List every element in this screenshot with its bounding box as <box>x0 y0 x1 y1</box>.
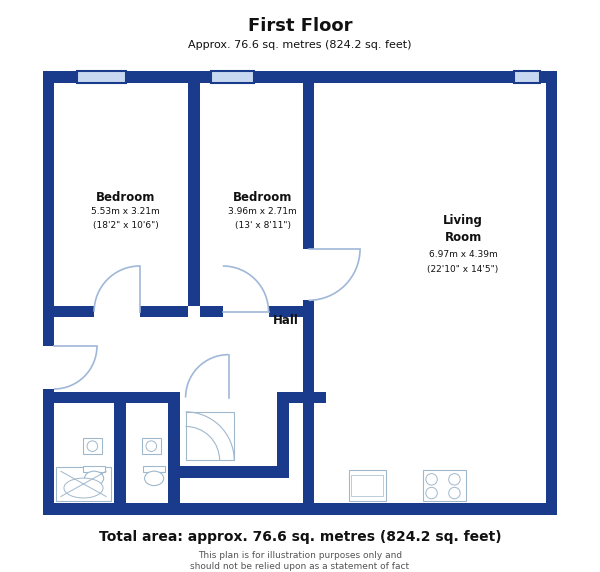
Circle shape <box>87 441 98 451</box>
Bar <box>349 470 386 501</box>
Ellipse shape <box>85 471 104 486</box>
Bar <box>303 72 314 306</box>
Bar <box>54 306 546 392</box>
Bar <box>352 475 383 496</box>
Bar <box>180 392 289 478</box>
Bar <box>326 392 546 503</box>
Text: Hall: Hall <box>273 314 299 327</box>
Bar <box>211 72 254 83</box>
Circle shape <box>146 441 157 451</box>
Text: Approx. 76.6 sq. metres (824.2 sq. feet): Approx. 76.6 sq. metres (824.2 sq. feet) <box>188 39 412 50</box>
Text: (22'10" x 14'5"): (22'10" x 14'5") <box>427 265 499 275</box>
Text: This plan is for illustration purposes only and: This plan is for illustration purposes o… <box>198 551 402 561</box>
Ellipse shape <box>64 478 103 498</box>
Bar <box>185 386 229 415</box>
Text: Bedroom: Bedroom <box>96 191 155 204</box>
Bar <box>143 466 165 472</box>
Text: (13' x 8'11"): (13' x 8'11") <box>235 221 291 231</box>
Text: Living: Living <box>443 214 483 227</box>
Bar <box>303 249 331 300</box>
Bar <box>169 466 289 478</box>
Bar <box>303 306 314 515</box>
Text: 6.97m x 4.39m: 6.97m x 4.39m <box>428 250 497 259</box>
Ellipse shape <box>145 471 164 486</box>
Bar <box>169 392 180 478</box>
Bar <box>303 363 314 392</box>
Bar <box>83 438 102 454</box>
Text: should not be relied upon as a statement of fact: should not be relied upon as a statement… <box>190 562 410 571</box>
Bar <box>54 306 94 317</box>
Bar <box>188 72 200 306</box>
Bar <box>269 306 303 317</box>
Bar <box>303 503 557 515</box>
Circle shape <box>449 474 460 485</box>
Bar <box>200 306 223 317</box>
Bar <box>546 72 557 515</box>
Bar <box>514 72 540 83</box>
Text: Bedroom: Bedroom <box>233 191 293 204</box>
Circle shape <box>449 487 460 499</box>
Bar <box>43 392 180 403</box>
Circle shape <box>426 487 437 499</box>
Bar <box>142 438 161 454</box>
Bar <box>277 392 326 403</box>
Bar <box>185 412 234 460</box>
Bar <box>83 466 105 472</box>
Bar <box>277 392 289 478</box>
Bar <box>223 300 269 329</box>
Bar <box>140 306 188 317</box>
Text: Total area: approx. 76.6 sq. metres (824.2 sq. feet): Total area: approx. 76.6 sq. metres (824… <box>98 530 502 543</box>
Text: 3.96m x 2.71m: 3.96m x 2.71m <box>229 207 297 216</box>
Bar <box>54 83 546 306</box>
Bar <box>43 503 557 515</box>
Bar <box>94 300 140 329</box>
Text: 5.53m x 3.21m: 5.53m x 3.21m <box>91 207 160 216</box>
Bar <box>43 346 71 389</box>
Text: First Floor: First Floor <box>248 17 352 35</box>
Bar <box>54 392 191 503</box>
Bar <box>43 72 54 515</box>
Bar <box>43 72 557 83</box>
Bar <box>423 470 466 501</box>
Bar <box>169 392 180 515</box>
Text: (18'2" x 10'6"): (18'2" x 10'6") <box>92 221 158 231</box>
Bar <box>56 467 110 501</box>
Bar <box>114 392 125 515</box>
Circle shape <box>426 474 437 485</box>
Bar <box>77 72 125 83</box>
Text: Room: Room <box>445 231 482 244</box>
